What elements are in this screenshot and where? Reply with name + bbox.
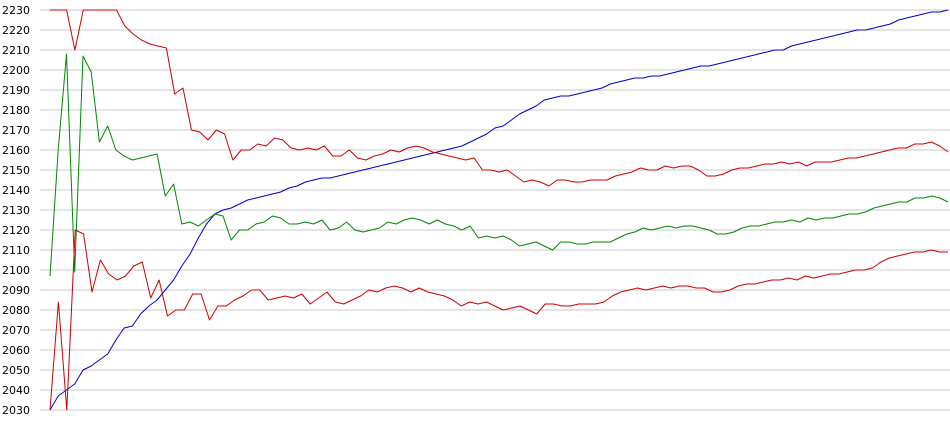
series-line-1 [49, 9, 949, 411]
y-tick-label: 2210 [2, 44, 30, 57]
series-line-4 [49, 229, 948, 411]
y-tick-label: 2050 [2, 364, 30, 377]
series-lines [49, 9, 949, 411]
gridlines [40, 9, 950, 411]
y-tick-label: 2080 [2, 304, 30, 317]
y-tick-label: 2040 [2, 384, 30, 397]
y-tick-label: 2110 [2, 244, 30, 257]
y-tick-label: 2150 [2, 164, 30, 177]
y-tick-label: 2060 [2, 344, 30, 357]
series-line-2 [50, 9, 949, 187]
y-tick-label: 2170 [2, 124, 30, 137]
y-tick-label: 2090 [2, 284, 30, 297]
y-tick-label: 2100 [2, 264, 30, 277]
y-axis-tick-labels: 2030 2040 2050 2060 2070 2080 2090 2100 2110 2120… [2, 4, 30, 417]
y-tick-label: 2180 [2, 104, 30, 117]
series-line-3 [49, 53, 949, 277]
y-tick-label: 2070 [2, 324, 30, 337]
y-tick-label: 2160 [2, 144, 30, 157]
y-tick-label: 2030 [2, 404, 30, 417]
y-tick-label: 2230 [2, 4, 30, 17]
y-tick-label: 2190 [2, 84, 30, 97]
y-tick-label: 2200 [2, 64, 30, 77]
y-tick-label: 2220 [2, 24, 30, 37]
y-tick-label: 2120 [2, 224, 30, 237]
y-tick-label: 2140 [2, 184, 30, 197]
y-tick-label: 2130 [2, 204, 30, 217]
